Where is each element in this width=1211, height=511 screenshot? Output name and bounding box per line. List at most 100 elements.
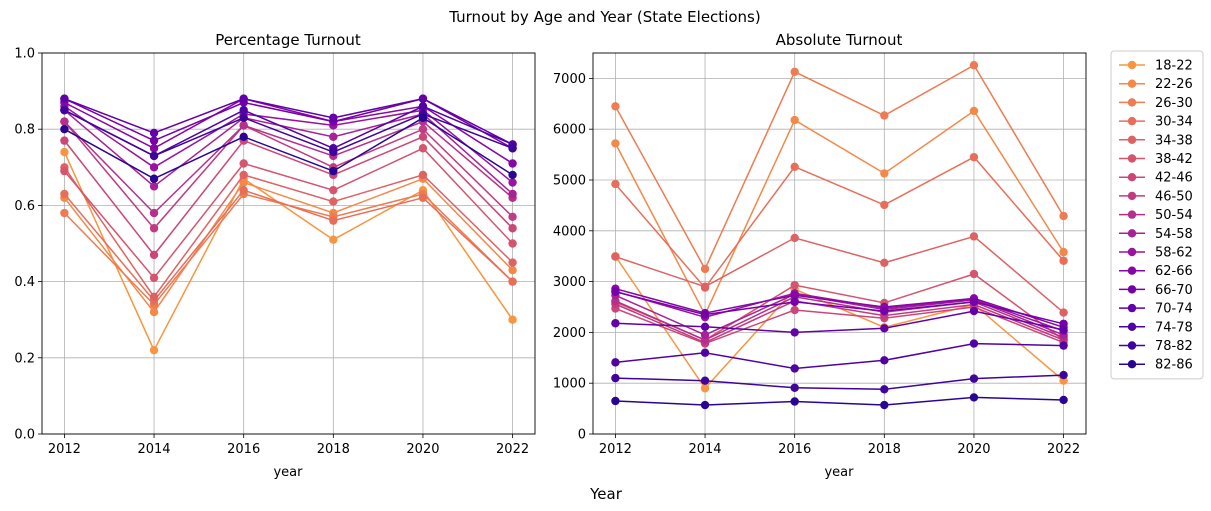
- percentage-series-line: [63, 166, 514, 299]
- legend-label: 78-82: [1155, 339, 1193, 354]
- percentage-data-point: [329, 216, 338, 225]
- percentage-data-point: [239, 105, 248, 115]
- absolute-data-point: [700, 348, 710, 357]
- absolute-series-line: [615, 291, 1064, 325]
- legend-marker: [1127, 341, 1137, 350]
- absolute-data-point: [611, 252, 620, 261]
- percentage-x-tick-label: 2022: [496, 442, 529, 457]
- percentage-data-point: [149, 144, 159, 153]
- legend-label: 38-42: [1155, 152, 1193, 167]
- absolute-data-point: [969, 269, 979, 279]
- percentage-series-line: [63, 120, 514, 215]
- legend-marker: [1127, 360, 1137, 369]
- absolute-data-point: [880, 324, 889, 333]
- percentage-series-58-62: [60, 102, 517, 187]
- absolute-data-point: [880, 200, 889, 210]
- absolute-data-point: [1059, 341, 1068, 350]
- legend-item: 66-70: [1119, 283, 1193, 298]
- percentage-data-point: [239, 178, 248, 187]
- absolute-x-tick-label: 2016: [778, 442, 811, 457]
- figure-supxlabel: Year: [589, 485, 623, 503]
- percentage-series-50-54: [60, 117, 517, 218]
- absolute-data-point: [1059, 256, 1068, 265]
- absolute-data-point: [969, 60, 979, 70]
- absolute-x-tick-label: 2012: [599, 442, 632, 457]
- legend-item: 22-26: [1119, 77, 1193, 92]
- absolute-series-82-86: [611, 393, 1068, 410]
- percentage-y-tick-label: 0.8: [14, 123, 35, 138]
- percentage-series-line: [63, 105, 514, 184]
- absolute-data-point: [969, 297, 979, 307]
- legend-item: 58-62: [1119, 246, 1193, 261]
- percentage-series-line: [63, 121, 514, 230]
- percentage-data-point: [508, 212, 517, 222]
- absolute-data-point: [969, 374, 979, 383]
- percentage-series-line: [64, 109, 513, 157]
- legend-item: 70-74: [1119, 302, 1193, 317]
- absolute-y-tick-label: 0: [578, 428, 586, 443]
- absolute-data-point: [969, 393, 979, 402]
- percentage-data-point: [329, 147, 338, 157]
- legend-label: 22-26: [1155, 77, 1193, 92]
- absolute-data-point: [700, 330, 710, 340]
- absolute-data-point: [880, 306, 889, 316]
- percentage-data-point: [149, 174, 159, 183]
- absolute-data-point: [1059, 319, 1068, 328]
- legend-marker: [1127, 247, 1137, 257]
- percentage-x-tick-label: 2020: [406, 442, 439, 457]
- percentage-data-point: [149, 292, 159, 302]
- absolute-axes-frame: [592, 52, 1087, 435]
- legend-label: 70-74: [1155, 302, 1193, 317]
- percentage-series-42-46: [60, 132, 517, 260]
- legend-label: 62-66: [1155, 264, 1193, 279]
- absolute-turnout-chart: Absolute Turnout year 2012 2014 2016 2018 20…: [553, 31, 1087, 480]
- percentage-series-line: [63, 147, 514, 279]
- legend-item: 42-46: [1119, 171, 1193, 186]
- absolute-data-point: [700, 282, 710, 291]
- absolute-data-point: [1059, 308, 1068, 317]
- legend-item: 38-42: [1119, 152, 1193, 167]
- absolute-data-point: [790, 233, 799, 243]
- legend-label: 46-50: [1155, 189, 1193, 204]
- absolute-series-line: [615, 296, 1064, 341]
- absolute-x-tick-label: 2018: [868, 442, 901, 457]
- percentage-data-point: [149, 128, 159, 138]
- absolute-x-tick-label: 2020: [957, 442, 990, 457]
- absolute-series-line: [614, 156, 1065, 289]
- percentage-data-point: [149, 345, 159, 355]
- percentage-series-line: [64, 97, 514, 165]
- legend-marker: [1127, 116, 1137, 126]
- absolute-data-point: [969, 106, 979, 116]
- absolute-series-78-82: [611, 370, 1068, 394]
- legend-marker: [1127, 191, 1137, 201]
- percentage-series-line: [64, 105, 513, 157]
- percentage-series-line: [64, 97, 513, 146]
- figure-suptitle: Turnout by Age and Year (State Elections…: [448, 8, 760, 26]
- absolute-data-point: [790, 364, 799, 373]
- percentage-data-point: [239, 159, 248, 168]
- absolute-data-point: [790, 383, 799, 392]
- absolute-y-tick-label: 1000: [553, 377, 586, 392]
- absolute-data-point: [790, 115, 799, 125]
- absolute-data-point: [700, 376, 710, 385]
- legend-item: 62-66: [1119, 264, 1193, 279]
- absolute-data-point: [611, 287, 620, 296]
- percentage-data-point: [329, 132, 338, 142]
- percentage-data-point: [149, 182, 159, 191]
- percentage-data-point: [418, 132, 428, 142]
- legend-label: 66-70: [1155, 283, 1193, 298]
- absolute-data-point: [790, 397, 799, 406]
- legend-box: [1110, 50, 1204, 380]
- legend-label: 74-78: [1155, 320, 1193, 335]
- absolute-x-tick-label: 2014: [688, 442, 721, 457]
- percentage-y-tick-label: 0.6: [14, 199, 35, 214]
- absolute-data-point: [969, 339, 979, 348]
- legend-item: 18-22: [1119, 59, 1193, 74]
- percentage-data-point: [149, 136, 159, 145]
- percentage-series-line: [63, 189, 514, 302]
- percentage-data-point: [239, 185, 248, 195]
- legend-item: 34-38: [1119, 133, 1193, 148]
- percentage-data-point: [239, 121, 248, 130]
- absolute-data-point: [611, 139, 620, 148]
- absolute-data-point: [790, 67, 799, 76]
